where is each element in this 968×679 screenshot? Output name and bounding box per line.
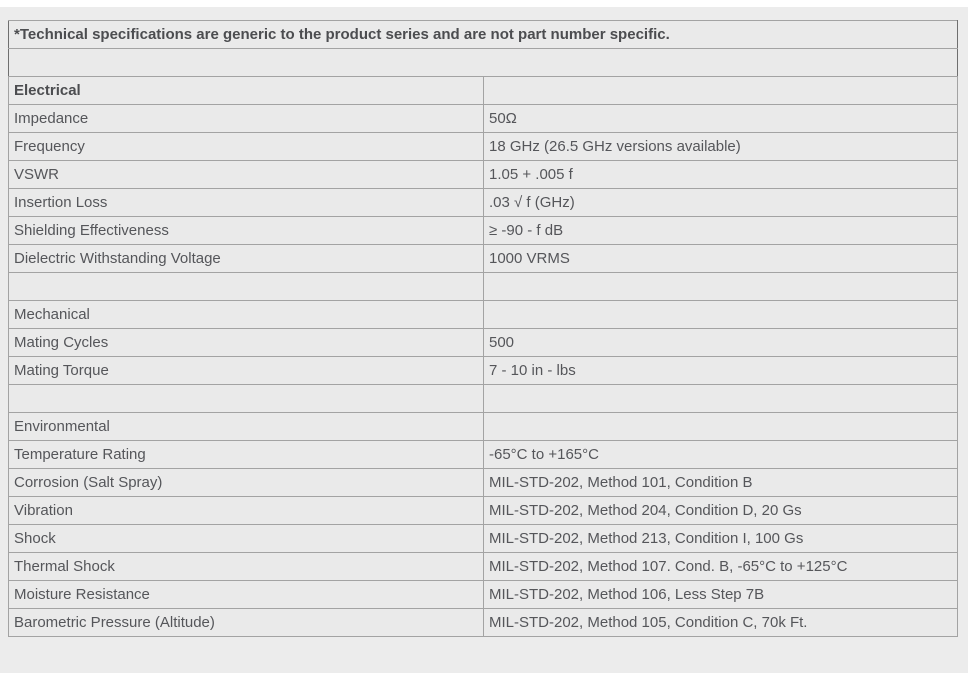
spec-label-cell: Shielding Effectiveness (8, 216, 484, 245)
spec-label-cell: Frequency (8, 132, 484, 161)
spec-value-cell: ≥ -90 - f dB (483, 216, 958, 245)
spec-label-cell: Dielectric Withstanding Voltage (8, 244, 484, 273)
spec-table-row: Dielectric Withstanding Voltage 1000 VRMS (8, 244, 958, 273)
spec-table-row (8, 272, 958, 301)
section-header-cell: Electrical (8, 76, 484, 105)
spec-label-cell: Barometric Pressure (Altitude) (8, 608, 484, 637)
spec-table-row (8, 48, 958, 77)
spec-table-row (8, 384, 958, 413)
spec-label-cell: Corrosion (Salt Spray) (8, 468, 484, 497)
spec-value-cell: 1.05 + .005 f (483, 160, 958, 189)
spec-table-row: Mating Torque 7 - 10 in - lbs (8, 356, 958, 385)
section-header-empty-cell (483, 412, 958, 441)
spec-value-cell: .03 √ f (GHz) (483, 188, 958, 217)
spec-table-row: *Technical specifications are generic to… (8, 20, 958, 49)
table-note-cell: *Technical specifications are generic to… (8, 20, 958, 49)
spacer-label-cell (8, 272, 484, 301)
spec-label-cell: Mating Torque (8, 356, 484, 385)
spec-value-cell: MIL-STD-202, Method 213, Condition I, 10… (483, 524, 958, 553)
spec-table-row: Temperature Rating -65°C to +165°C (8, 440, 958, 469)
spec-value-cell: 18 GHz (26.5 GHz versions available) (483, 132, 958, 161)
spec-table-row: Mechanical (8, 300, 958, 329)
spec-label-cell: Thermal Shock (8, 552, 484, 581)
spacer-cell (8, 48, 958, 77)
section-header-cell: Mechanical (8, 300, 484, 329)
spec-table-row: Shielding Effectiveness ≥ -90 - f dB (8, 216, 958, 245)
spec-table-row: Vibration MIL-STD-202, Method 204, Condit… (8, 496, 958, 525)
spec-label-cell: Insertion Loss (8, 188, 484, 217)
spec-value-cell: 7 - 10 in - lbs (483, 356, 958, 385)
spec-table-row: Thermal Shock MIL-STD-202, Method 107. Co… (8, 552, 958, 581)
spec-label-cell: Mating Cycles (8, 328, 484, 357)
spec-label-cell: Impedance (8, 104, 484, 133)
spec-label-cell: VSWR (8, 160, 484, 189)
spec-table-row: Frequency 18 GHz (26.5 GHz versions avail… (8, 132, 958, 161)
spec-value-cell: 1000 VRMS (483, 244, 958, 273)
spec-label-cell: Vibration (8, 496, 484, 525)
spec-table-row: Shock MIL-STD-202, Method 213, Condition … (8, 524, 958, 553)
spec-table-row: Environmental (8, 412, 958, 441)
spec-table-body: *Technical specifications are generic to… (8, 20, 958, 637)
section-header-empty-cell (483, 300, 958, 329)
spec-table-row: Insertion Loss .03 √ f (GHz) (8, 188, 958, 217)
spec-value-cell: -65°C to +165°C (483, 440, 958, 469)
spec-table-row: Barometric Pressure (Altitude) MIL-STD-20… (8, 608, 958, 637)
spacer-label-cell (8, 384, 484, 413)
spec-table-row: Moisture Resistance MIL-STD-202, Method 1… (8, 580, 958, 609)
spec-value-cell: MIL-STD-202, Method 107. Cond. B, -65°C … (483, 552, 958, 581)
technical-specifications-table: *Technical specifications are generic to… (8, 20, 958, 637)
spec-value-cell: MIL-STD-202, Method 105, Condition C, 70… (483, 608, 958, 637)
section-header-empty-cell (483, 76, 958, 105)
spec-value-cell: MIL-STD-202, Method 101, Condition B (483, 468, 958, 497)
spec-table-row: Corrosion (Salt Spray) MIL-STD-202, Metho… (8, 468, 958, 497)
spec-value-cell: 50Ω (483, 104, 958, 133)
spec-table-row: Mating Cycles 500 (8, 328, 958, 357)
spec-value-cell: 500 (483, 328, 958, 357)
spec-label-cell: Moisture Resistance (8, 580, 484, 609)
spacer-value-cell (483, 272, 958, 301)
spec-value-cell: MIL-STD-202, Method 106, Less Step 7B (483, 580, 958, 609)
spec-value-cell: MIL-STD-202, Method 204, Condition D, 20… (483, 496, 958, 525)
spec-table-row: Electrical (8, 76, 958, 105)
spec-table-row: Impedance 50Ω (8, 104, 958, 133)
section-header-cell: Environmental (8, 412, 484, 441)
spacer-value-cell (483, 384, 958, 413)
spec-label-cell: Shock (8, 524, 484, 553)
page-background: *Technical specifications are generic to… (0, 7, 968, 673)
spec-table-row: VSWR 1.05 + .005 f (8, 160, 958, 189)
spec-label-cell: Temperature Rating (8, 440, 484, 469)
